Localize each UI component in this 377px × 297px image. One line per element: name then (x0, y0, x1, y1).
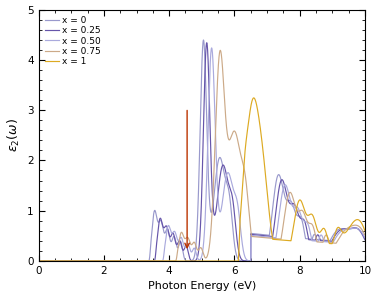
x = 1 (230, 259, 234, 263)
x = 0 (278, 176, 283, 180)
x = 0.25 (53, 259, 57, 263)
Legend: x = 0, x = 0.25, x = 0.50, x = 0.75, x = 1: x = 0, x = 0.25, x = 0.50, x = 0.75, x =… (43, 14, 103, 68)
X-axis label: Photon Energy (eV): Photon Energy (eV) (148, 282, 256, 291)
Line: x = 0: x = 0 (39, 40, 365, 261)
x = 0.75 (53, 259, 57, 263)
x = 1 (251, 96, 256, 100)
x = 0.50 (37, 259, 41, 263)
Line: x = 0.75: x = 0.75 (39, 50, 365, 261)
x = 1 (296, 201, 300, 205)
x = 1 (278, 238, 283, 242)
x = 1 (155, 259, 159, 263)
x = 0.25 (244, 259, 248, 263)
x = 0.75 (218, 48, 222, 52)
x = 0.50 (53, 259, 57, 263)
x = 0.25 (230, 192, 234, 195)
x = 0.50 (244, 257, 248, 261)
x = 1 (53, 259, 57, 263)
x = 0.25 (37, 259, 41, 263)
x = 0.75 (296, 209, 300, 213)
x = 0.50 (363, 236, 367, 240)
x = 0.75 (37, 259, 41, 263)
x = 0 (363, 238, 367, 242)
x = 0 (296, 214, 300, 218)
x = 0 (53, 259, 57, 263)
Line: x = 0.50: x = 0.50 (39, 48, 365, 261)
x = 0.75 (278, 237, 283, 241)
x = 0 (155, 216, 159, 219)
x = 0.75 (230, 133, 234, 137)
Y-axis label: $\varepsilon_2(\omega)$: $\varepsilon_2(\omega)$ (6, 119, 21, 152)
x = 0 (37, 259, 41, 263)
x = 0.25 (363, 237, 367, 241)
x = 0.75 (363, 233, 367, 237)
Line: x = 0.25: x = 0.25 (39, 43, 365, 261)
x = 0.25 (296, 211, 300, 215)
x = 0 (244, 259, 248, 263)
x = 0.25 (204, 41, 209, 45)
x = 0.75 (155, 259, 159, 263)
x = 0.75 (244, 179, 248, 183)
x = 0.50 (230, 181, 234, 185)
x = 1 (244, 141, 248, 144)
x = 1 (363, 229, 367, 233)
x = 1 (37, 259, 41, 263)
x = 0.50 (296, 206, 300, 210)
x = 0.50 (155, 259, 159, 263)
x = 0.25 (278, 180, 283, 184)
x = 0.25 (155, 240, 159, 244)
x = 0 (201, 38, 206, 42)
Line: x = 1: x = 1 (39, 98, 365, 261)
x = 0 (230, 215, 234, 218)
x = 0.50 (278, 202, 283, 206)
x = 0.50 (209, 46, 214, 50)
